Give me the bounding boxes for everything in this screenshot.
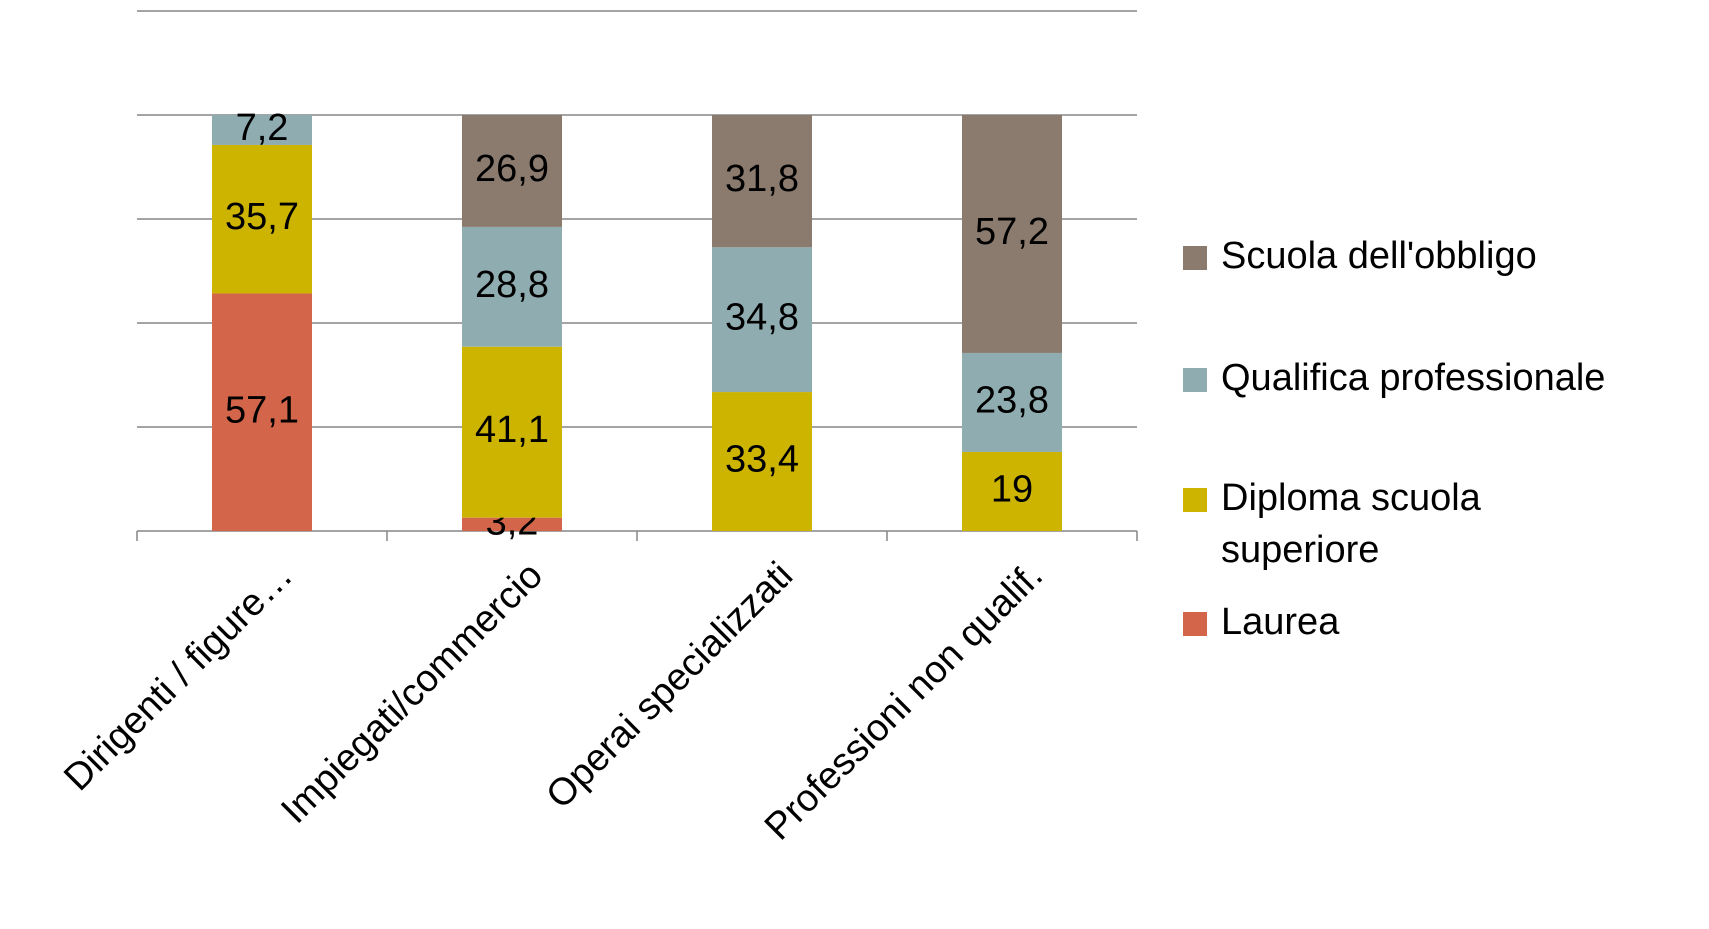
bar-segment <box>962 115 1062 353</box>
legend-swatch <box>1183 368 1207 392</box>
data-label: 33,4 <box>725 439 799 481</box>
data-label: 26,9 <box>475 148 549 190</box>
bar-segment <box>962 451 1062 531</box>
bar-segment <box>712 115 812 248</box>
data-label: 7,2 <box>236 107 289 149</box>
data-label: 35,7 <box>225 196 299 238</box>
data-label: 23,8 <box>975 379 1049 421</box>
data-label: 57,2 <box>975 211 1049 253</box>
legend-swatch <box>1183 488 1207 512</box>
data-label: 31,8 <box>725 158 799 200</box>
bar-segment <box>462 517 562 531</box>
bar-segment <box>462 226 562 347</box>
legend-label: Diploma scuola superiore <box>1221 477 1482 571</box>
bar-segment <box>462 115 562 227</box>
bar-segment <box>212 115 312 145</box>
data-label: 34,8 <box>725 297 799 339</box>
bar-segment <box>462 346 562 518</box>
data-label: 19 <box>991 469 1033 511</box>
legend-label: Scuola dell'obbligo <box>1221 235 1537 277</box>
data-label: 28,8 <box>475 264 549 306</box>
bar-segment <box>212 144 312 294</box>
bar-segment <box>212 293 312 531</box>
data-label: 57,1 <box>225 389 299 431</box>
bar-segment <box>712 392 812 531</box>
legend-label: Qualifica professionale <box>1221 357 1605 399</box>
legend-swatch <box>1183 246 1207 270</box>
bar-segment <box>712 247 812 393</box>
legend-swatch <box>1183 612 1207 636</box>
x-tick-label: Impiegati/commercio <box>273 554 551 832</box>
x-tick-label: Operai specializzati <box>538 554 801 817</box>
x-tick-label: Dirigenti / figure… <box>56 554 301 799</box>
legend-label: Laurea <box>1221 601 1340 643</box>
data-label: 41,1 <box>475 409 549 451</box>
bar-segment <box>962 352 1062 452</box>
x-tick-label: Professioni non qualif. <box>757 554 1051 848</box>
